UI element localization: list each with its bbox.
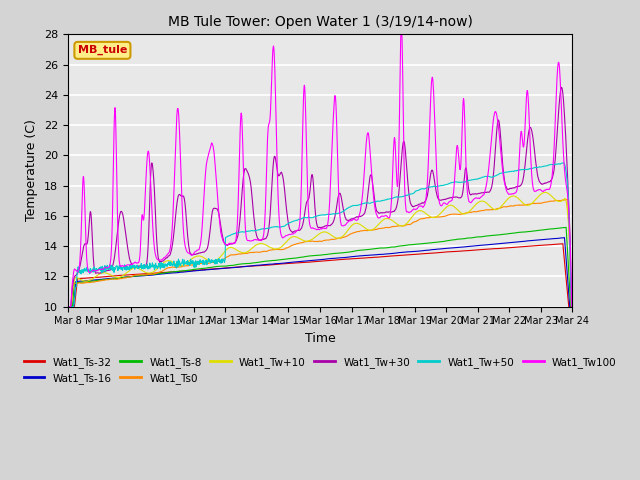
Wat1_Ts-32 [513, 244, 520, 250]
Wat1_Tw+10 [438, 208, 446, 214]
Wat1_Ts-16 [438, 246, 446, 252]
Line: Wat1_Ts0: Wat1_Ts0 [68, 199, 572, 307]
Text: MB_tule: MB_tule [77, 45, 127, 56]
Wat1_Tw+50 [307, 215, 314, 220]
Wat1_Ts0 [438, 214, 446, 219]
Wat1_Ts-8 [562, 225, 570, 230]
Wat1_Tw+10 [568, 304, 576, 310]
Wat1_Ts-32 [297, 260, 305, 265]
Wat1_Tw+30 [307, 185, 314, 191]
Wat1_Tw100 [568, 304, 576, 310]
Wat1_Ts0 [307, 239, 314, 244]
Wat1_Tw+30 [513, 184, 520, 190]
Wat1_Tw+10 [513, 194, 520, 200]
Line: Wat1_Ts-16: Wat1_Ts-16 [68, 238, 572, 307]
Wat1_Ts-32 [568, 304, 576, 310]
Wat1_Ts-32 [307, 259, 314, 265]
Line: Wat1_Tw+50: Wat1_Tw+50 [68, 163, 572, 307]
Wat1_Tw+50 [568, 304, 576, 310]
Wat1_Tw100 [64, 304, 72, 310]
Wat1_Tw+10 [541, 190, 549, 195]
Wat1_Tw+50 [297, 216, 305, 222]
Wat1_Tw+30 [64, 304, 72, 310]
Wat1_Tw+30 [557, 84, 565, 90]
Wat1_Ts0 [568, 304, 576, 310]
Wat1_Ts-16 [307, 258, 314, 264]
Wat1_Tw+30 [563, 143, 570, 148]
Wat1_Ts0 [562, 197, 570, 203]
Wat1_Tw+50 [559, 160, 567, 166]
Wat1_Ts-16 [568, 304, 576, 310]
Wat1_Tw+50 [438, 182, 446, 188]
Wat1_Tw+50 [563, 169, 570, 175]
Wat1_Ts-8 [568, 304, 576, 310]
Wat1_Tw100 [397, 32, 405, 37]
Wat1_Ts-8 [64, 304, 72, 310]
Wat1_Tw100 [297, 202, 305, 207]
Wat1_Tw100 [439, 201, 447, 207]
Line: Wat1_Tw+30: Wat1_Tw+30 [68, 87, 572, 307]
Wat1_Tw+10 [64, 304, 72, 310]
Wat1_Ts-16 [143, 273, 150, 278]
Wat1_Tw+30 [438, 197, 446, 203]
Wat1_Tw+50 [143, 264, 150, 270]
Line: Wat1_Tw100: Wat1_Tw100 [68, 35, 572, 307]
Wat1_Ts-8 [297, 254, 305, 260]
Wat1_Tw+30 [143, 261, 150, 266]
Wat1_Tw100 [143, 165, 150, 170]
Wat1_Ts-8 [513, 230, 520, 236]
Wat1_Ts-8 [563, 225, 570, 230]
Wat1_Ts0 [564, 196, 572, 202]
Line: Wat1_Tw+10: Wat1_Tw+10 [68, 192, 572, 307]
Wat1_Ts-8 [438, 239, 446, 244]
Wat1_Ts0 [297, 240, 305, 246]
Legend: Wat1_Ts-32, Wat1_Ts-16, Wat1_Ts-8, Wat1_Ts0, Wat1_Tw+10, Wat1_Tw+30, Wat1_Tw+50,: Wat1_Ts-32, Wat1_Ts-16, Wat1_Ts-8, Wat1_… [19, 353, 621, 388]
Wat1_Tw+10 [143, 270, 150, 276]
Wat1_Tw+10 [297, 237, 305, 242]
Wat1_Tw100 [563, 181, 570, 187]
Line: Wat1_Ts-8: Wat1_Ts-8 [68, 228, 572, 307]
Wat1_Ts-16 [64, 304, 72, 310]
Wat1_Ts-8 [143, 272, 150, 278]
Wat1_Ts-16 [561, 235, 568, 240]
Title: MB Tule Tower: Open Water 1 (3/19/14-now): MB Tule Tower: Open Water 1 (3/19/14-now… [168, 15, 472, 29]
Wat1_Ts-16 [513, 239, 520, 245]
Wat1_Ts0 [513, 202, 520, 208]
Wat1_Tw+50 [64, 304, 72, 310]
Line: Wat1_Ts-32: Wat1_Ts-32 [68, 244, 572, 307]
X-axis label: Time: Time [305, 332, 335, 345]
Wat1_Tw100 [307, 224, 314, 229]
Wat1_Ts-32 [143, 271, 150, 276]
Wat1_Tw+10 [307, 238, 314, 243]
Wat1_Ts-16 [563, 257, 570, 263]
Wat1_Ts-8 [307, 253, 314, 259]
Wat1_Ts-32 [563, 276, 570, 282]
Wat1_Ts-32 [559, 241, 566, 247]
Y-axis label: Temperature (C): Temperature (C) [25, 120, 38, 221]
Wat1_Tw+10 [563, 198, 570, 204]
Wat1_Ts0 [64, 304, 72, 310]
Wat1_Tw100 [513, 188, 521, 193]
Wat1_Ts-32 [64, 304, 72, 310]
Wat1_Ts-16 [297, 259, 305, 264]
Wat1_Ts0 [143, 272, 150, 278]
Wat1_Ts-32 [438, 250, 446, 255]
Wat1_Tw+50 [513, 168, 520, 174]
Wat1_Tw+30 [568, 304, 576, 310]
Wat1_Tw+30 [297, 226, 305, 232]
